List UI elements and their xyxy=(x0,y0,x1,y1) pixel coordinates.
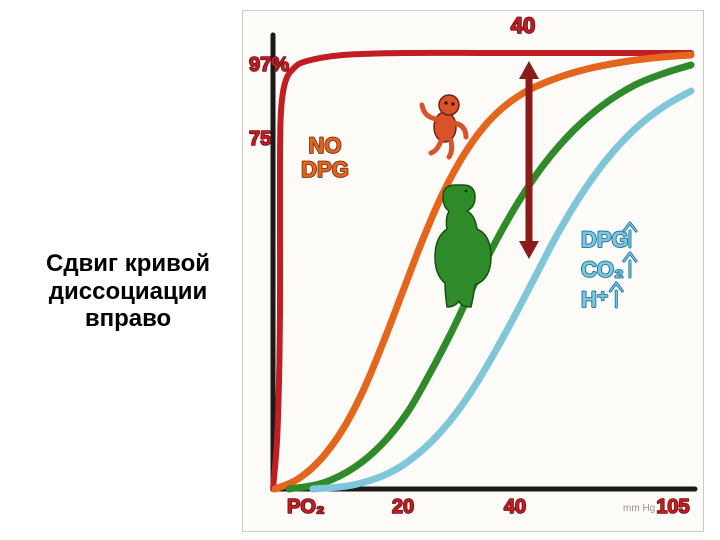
side-title: Сдвиг кривой диссоциации вправо xyxy=(18,250,238,333)
ytick-0: 97% xyxy=(249,54,289,76)
label-right-shift: DPG CO₂ H⁺ xyxy=(581,223,636,312)
chart-svg: NODPGDPGCO₂H⁺97%7540PO₂2040105mm Hg xyxy=(243,11,703,531)
xtick-1: 40 xyxy=(504,496,526,518)
top-label-40: 40 xyxy=(511,13,535,38)
svg-text:DPG: DPG xyxy=(301,157,349,182)
svg-text:H⁺: H⁺ xyxy=(581,287,609,312)
label-no-dpg: NODPG xyxy=(301,133,349,182)
x-axis-label: PO₂ xyxy=(287,496,325,518)
curve-right_shift_cyan xyxy=(313,91,691,489)
xtick-2: 105 xyxy=(656,496,689,518)
svg-text:NO: NO xyxy=(309,133,342,158)
side-title-line2: диссоциации xyxy=(49,278,207,305)
side-title-line3: вправо xyxy=(85,305,171,332)
dissociation-chart: NODPGDPGCO₂H⁺97%7540PO₂2040105mm Hg xyxy=(242,10,704,532)
svg-text:CO₂: CO₂ xyxy=(581,257,624,282)
adult-icon xyxy=(435,185,491,307)
side-title-line1: Сдвиг кривой xyxy=(46,250,210,277)
mmhg-label: mm Hg xyxy=(623,503,655,514)
ytick-1: 75 xyxy=(249,128,271,150)
xtick-0: 20 xyxy=(392,496,414,518)
svg-text:DPG: DPG xyxy=(581,227,629,252)
fetus-icon xyxy=(422,95,466,157)
